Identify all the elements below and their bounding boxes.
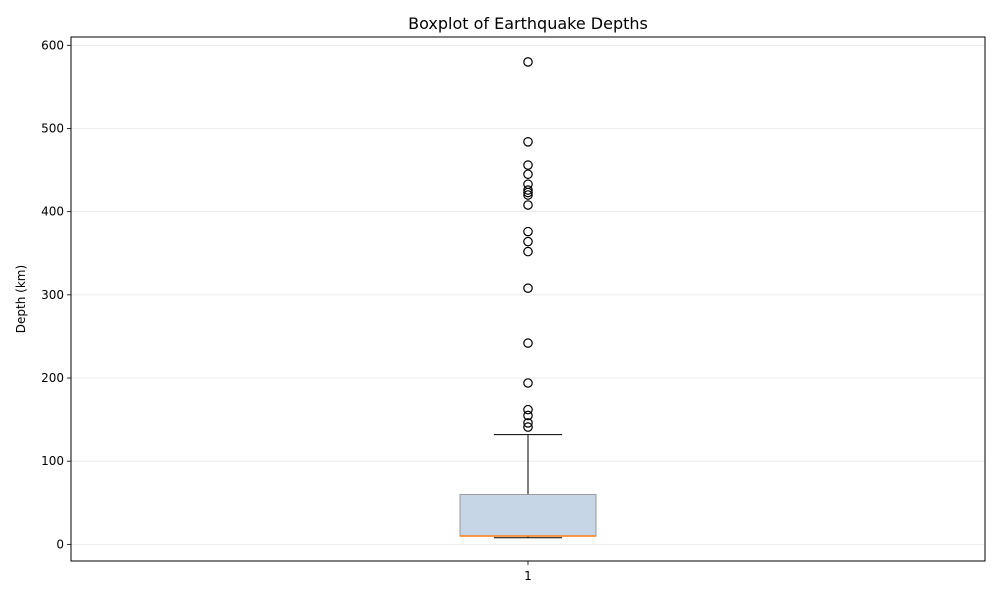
y-tick-label: 200 [41,371,64,385]
outlier-point [523,200,533,210]
outlier-point [523,169,533,180]
outlier-point [523,418,533,428]
outlier-point [523,236,533,247]
outlier-point [523,338,533,348]
x-axis-ticks: 1 [524,561,532,583]
outlier-point [523,179,533,190]
y-axis-label: Depth (km) [14,265,28,333]
y-tick-label: 100 [41,454,64,468]
y-tick-label: 0 [56,537,64,551]
outlier-point [523,283,533,293]
box-group [459,434,597,539]
outlier-point [523,137,533,147]
y-tick-label: 400 [41,205,64,219]
outlier-point [523,185,533,195]
interquartile-box [459,493,597,537]
y-tick-label: 600 [41,38,64,52]
y-axis-ticks: 0 100 200 300 400 500 600 [41,38,71,551]
outliers-group [523,57,533,432]
outlier-point [523,378,533,388]
outlier-point [523,226,533,237]
outlier-point [523,404,533,415]
y-tick-label: 300 [41,288,64,302]
outlier-point [523,246,533,257]
y-tick-label: 500 [41,121,64,135]
outlier-point [523,160,533,170]
outlier-point [523,422,533,432]
outlier-point [523,410,533,421]
x-tick-label: 1 [524,569,532,583]
outlier-point [523,57,533,67]
chart-title: Boxplot of Earthquake Depths [408,14,648,33]
outlier-point [523,190,533,200]
